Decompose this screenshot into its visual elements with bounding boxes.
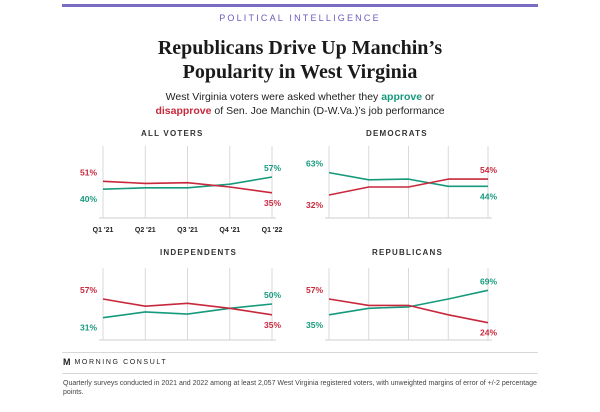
- all-voters-tick-label: Q1 '21: [93, 227, 114, 234]
- brand-name: MORNING CONSULT: [74, 358, 168, 366]
- democrats-approve-line: [328, 171, 488, 188]
- independents-disapprove-line: [102, 298, 273, 316]
- title-line-2: Popularity in West Virginia: [182, 61, 418, 83]
- republicans-disapprove-line: [328, 298, 489, 324]
- republicans-disapprove-start-label: 57%: [306, 285, 323, 295]
- all-voters-tick-label: Q1 '22: [262, 227, 283, 234]
- title-line-1: Republicans Drive Up Manchin’s: [157, 37, 443, 59]
- footnote-divider: [62, 373, 538, 374]
- republicans-approve-start-label: 35%: [306, 320, 323, 330]
- footnote: Quarterly surveys conducted in 2021 and …: [63, 380, 537, 396]
- all-voters-disapprove-start-label: 51%: [80, 167, 97, 177]
- democrats-disapprove-start-label: 32%: [306, 200, 323, 210]
- republicans-chart-title: REPUBLICANS: [372, 248, 443, 257]
- democrats-approve-start-label: 63%: [306, 159, 323, 169]
- republicans-disapprove-end-label: 24%: [480, 328, 497, 338]
- all-voters-approve-end-label: 57%: [264, 163, 281, 173]
- brand-logo-icon: M: [63, 357, 71, 367]
- independents-chart-title: INDEPENDENTS: [160, 248, 237, 257]
- republicans-approve-end-label: 69%: [480, 276, 497, 286]
- democrats-disapprove-end-label: 54%: [480, 165, 497, 175]
- subtitle-text-a: West Virginia voters were asked whether …: [165, 91, 382, 103]
- subtitle-approve: approve: [381, 91, 423, 103]
- kicker: POLITICAL INTELLIGENCE: [219, 13, 381, 23]
- top-accent-bar: [62, 4, 538, 7]
- subtitle-line-1: West Virginia voters were asked whether …: [0, 90, 600, 104]
- subtitle-text-c: of Sen. Joe Manchin (D-W.Va.)’s job perf…: [211, 105, 445, 117]
- subtitle-text-b: or: [422, 91, 435, 103]
- independents-approve-end-label: 50%: [264, 290, 281, 300]
- subtitle-disapprove: disapprove: [155, 105, 212, 117]
- independents-approve-line: [102, 303, 273, 319]
- all-voters-tick-label: Q2 '21: [135, 227, 156, 234]
- all-voters-disapprove-end-label: 35%: [264, 198, 281, 208]
- footer-divider: [62, 352, 538, 353]
- brand-logo: M MORNING CONSULT: [63, 357, 167, 367]
- democrats-disapprove-line: [328, 178, 488, 196]
- subtitle: West Virginia voters were asked whether …: [0, 90, 600, 118]
- independents-disapprove-start-label: 57%: [80, 285, 97, 295]
- democrats-approve-end-label: 44%: [480, 191, 497, 201]
- all-voters-chart-title: ALL VOTERS: [141, 129, 204, 138]
- subtitle-line-2: disapprove of Sen. Joe Manchin (D-W.Va.)…: [0, 104, 600, 118]
- all-voters-tick-label: Q3 '21: [177, 227, 198, 234]
- page-title: Republicans Drive Up Manchin’s Popularit…: [0, 36, 600, 84]
- all-voters-approve-start-label: 40%: [80, 194, 97, 204]
- independents-approve-start-label: 31%: [80, 323, 97, 333]
- all-voters-approve-line: [102, 176, 273, 190]
- all-voters-disapprove-line: [102, 180, 273, 194]
- all-voters-tick-label: Q4 '21: [219, 227, 240, 234]
- independents-disapprove-end-label: 35%: [264, 320, 281, 330]
- democrats-chart-title: DEMOCRATS: [366, 129, 428, 138]
- republicans-approve-line: [328, 289, 489, 316]
